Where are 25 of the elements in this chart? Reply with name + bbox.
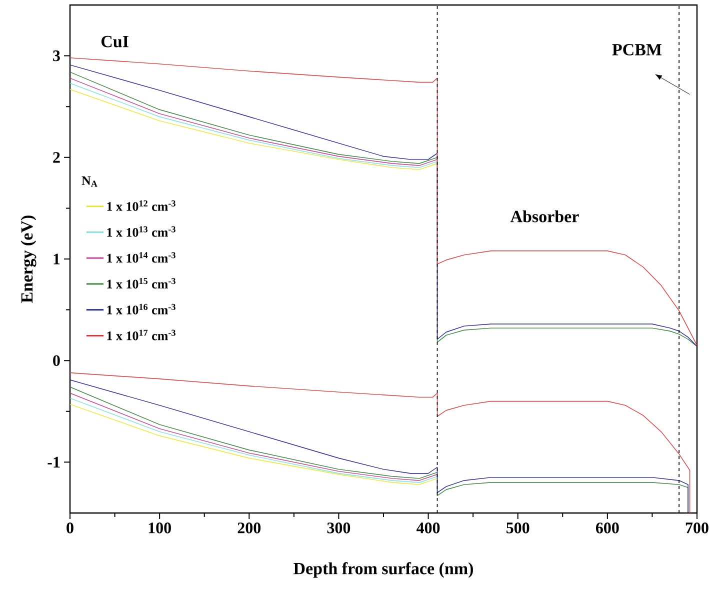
x-tick-label: 600 (596, 522, 619, 534)
legend-label: 1 x 10$^{17}$ cm$^{-3}$ (107, 330, 176, 340)
legend-label: 1 x 10$^{13}$ cm$^{-3}$ (107, 226, 176, 237)
x-tick-label: 500 (506, 522, 530, 534)
annotation: Absorber (510, 210, 579, 222)
annotation: CuI (101, 36, 128, 48)
legend-label: 1 x 10$^{14}$ cm$^{-3}$ (107, 252, 176, 263)
x-axis-title: Depth from surface (nm) (294, 562, 473, 578)
legend-label: 1 x 10$^{15}$ cm$^{-3}$ (107, 278, 176, 289)
x-tick-label: 400 (416, 522, 440, 534)
legend-label: 1 x 10$^{16}$ cm$^{-3}$ (107, 304, 176, 314)
x-tick-label: 300 (327, 522, 350, 534)
x-tick-label: 100 (148, 522, 171, 534)
legend-title: N$_{A}$ (82, 176, 98, 187)
annotation: PCBM (612, 44, 662, 56)
x-tick-label: 0 (66, 522, 74, 534)
y-tick-label: 3 (53, 50, 60, 62)
y-tick-label: 0 (53, 355, 60, 366)
y-axis-title: Energy (eV) (20, 216, 36, 303)
y-tick-label: 2 (53, 152, 60, 163)
legend-label: 1 x 10$^{12}$ cm$^{-3}$ (107, 200, 176, 211)
y-tick-label: -1 (48, 456, 60, 468)
y-tick-label: 1 (54, 254, 60, 264)
x-tick-label: 200 (238, 522, 261, 534)
x-tick-label: 700 (686, 522, 708, 534)
